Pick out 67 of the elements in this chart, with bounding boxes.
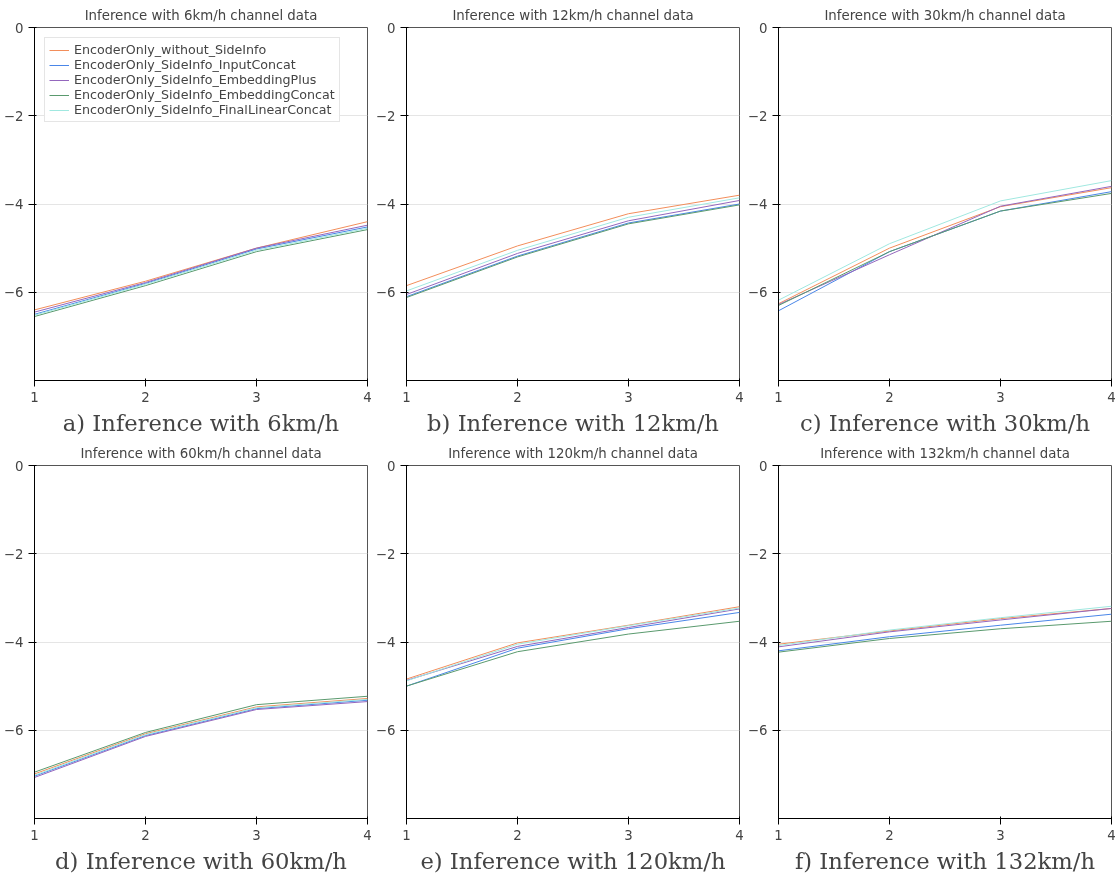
chart-title: Inference with 6km/h channel data	[84, 7, 318, 23]
y-tick-label: 0	[15, 458, 24, 474]
x-tick-label: 3	[252, 389, 261, 405]
y-tick-label: −6	[747, 723, 768, 739]
x-tick-label: 2	[885, 827, 894, 843]
legend-label: EncoderOnly_SideInfo_FinalLinearConcat	[74, 102, 332, 117]
x-tick-label: 1	[774, 389, 783, 405]
x-tick-label: 4	[1107, 827, 1116, 843]
x-tick-label: 1	[30, 827, 39, 843]
y-tick-label: 0	[387, 458, 396, 474]
x-tick-label: 3	[996, 389, 1005, 405]
line-series	[778, 613, 1112, 652]
legend-label: EncoderOnly_SideInfo_EmbeddingConcat	[74, 87, 335, 102]
x-axis-title: d) Inference with 60km/h	[55, 847, 347, 874]
x-tick-label: 2	[513, 389, 522, 405]
y-tick-label: 0	[759, 458, 768, 474]
y-tick-label: 0	[759, 20, 768, 36]
x-axis-title: c) Inference with 30km/h	[800, 409, 1090, 436]
chart-title: Inference with 132km/h channel data	[820, 445, 1070, 461]
legend-label: EncoderOnly_SideInfo_InputConcat	[74, 57, 296, 72]
x-tick-label: 2	[141, 389, 150, 405]
x-tick-label: 1	[30, 389, 39, 405]
x-tick-label: 2	[141, 827, 150, 843]
y-tick-label: −6	[375, 723, 396, 739]
y-tick-label: −6	[3, 285, 24, 301]
x-tick-label: 4	[735, 827, 744, 843]
legend-label: EncoderOnly_without_SideInfo	[74, 42, 267, 57]
y-tick-label: −4	[375, 197, 396, 212]
y-tick-label: −4	[3, 197, 24, 212]
y-tick-label: −6	[3, 723, 24, 739]
x-tick-label: 4	[1107, 389, 1116, 405]
x-axis-title: b) Inference with 12km/h	[427, 409, 719, 436]
y-tick-label: −4	[747, 197, 768, 212]
x-tick-label: 3	[252, 827, 261, 843]
y-tick-label: −2	[747, 108, 768, 124]
x-tick-label: 4	[363, 827, 372, 843]
chart-title: Inference with 60km/h channel data	[80, 445, 322, 461]
x-tick-label: 1	[402, 827, 411, 843]
x-tick-label: 4	[735, 389, 744, 405]
x-tick-label: 3	[996, 827, 1005, 843]
x-tick-label: 2	[885, 389, 894, 405]
x-tick-label: 2	[513, 827, 522, 843]
y-tick-label: −2	[3, 546, 24, 562]
x-axis-title: e) Inference with 120km/h	[420, 847, 726, 874]
x-tick-label: 4	[363, 389, 372, 405]
x-axis-title: f) Inference with 132km/h	[794, 847, 1096, 874]
x-tick-label: 3	[624, 827, 633, 843]
line-series	[778, 620, 1112, 653]
y-tick-label: −2	[375, 108, 396, 124]
y-tick-label: −6	[375, 285, 396, 301]
x-tick-label: 1	[402, 389, 411, 405]
x-axis-title: a) Inference with 6km/h	[62, 409, 340, 436]
y-tick-label: −4	[3, 635, 24, 650]
y-tick-label: −2	[747, 546, 768, 562]
x-tick-label: 1	[774, 827, 783, 843]
legend-label: EncoderOnly_SideInfo_EmbeddingPlus	[74, 72, 317, 87]
y-tick-label: −4	[375, 635, 396, 650]
y-tick-label: −6	[747, 285, 768, 301]
chart-title: Inference with 120km/h channel data	[448, 445, 698, 461]
chart-title: Inference with 30km/h channel data	[824, 7, 1066, 23]
y-tick-label: −2	[375, 546, 396, 562]
y-tick-label: 0	[387, 20, 396, 36]
chart-title: Inference with 12km/h channel data	[452, 7, 694, 23]
y-tick-label: −2	[3, 108, 24, 124]
x-tick-label: 3	[624, 389, 633, 405]
y-tick-label: −4	[747, 635, 768, 650]
y-tick-label: 0	[15, 20, 24, 36]
